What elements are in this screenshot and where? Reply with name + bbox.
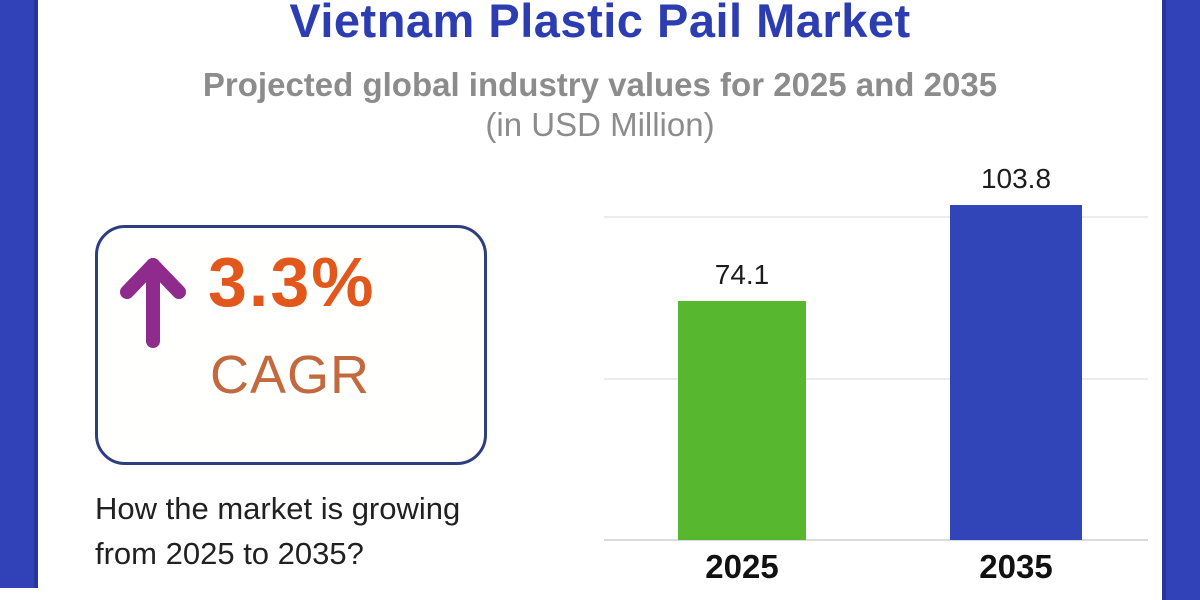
gridline-100 — [604, 216, 1148, 218]
cagr-callout-box: 3.3% CAGR — [95, 225, 487, 465]
cagr-value: 3.3% — [208, 243, 376, 321]
gridline-0 — [604, 539, 1148, 541]
x-axis-label-2025: 2025 — [705, 548, 779, 585]
bar-2025 — [678, 300, 806, 540]
growth-up-arrow-icon — [120, 258, 186, 348]
cagr-label: CAGR — [210, 345, 371, 405]
chart-unit-label: (in USD Million) — [485, 106, 715, 143]
left-border-bar — [0, 0, 38, 588]
growth-question-text: How the market is growing from 2025 to 2… — [95, 491, 461, 571]
bar-value-label-2035: 103.8 — [980, 162, 1052, 194]
gridline-50 — [604, 377, 1148, 380]
page-title: Vietnam Plastic Pail Market — [289, 0, 911, 47]
right-border-bar — [1162, 0, 1200, 600]
bar-2035 — [950, 204, 1082, 540]
chart-subtitle: Projected global industry values for 202… — [202, 66, 998, 103]
bar-value-label-2025: 74.1 — [714, 258, 770, 290]
x-axis-label-2035: 2035 — [979, 548, 1053, 585]
